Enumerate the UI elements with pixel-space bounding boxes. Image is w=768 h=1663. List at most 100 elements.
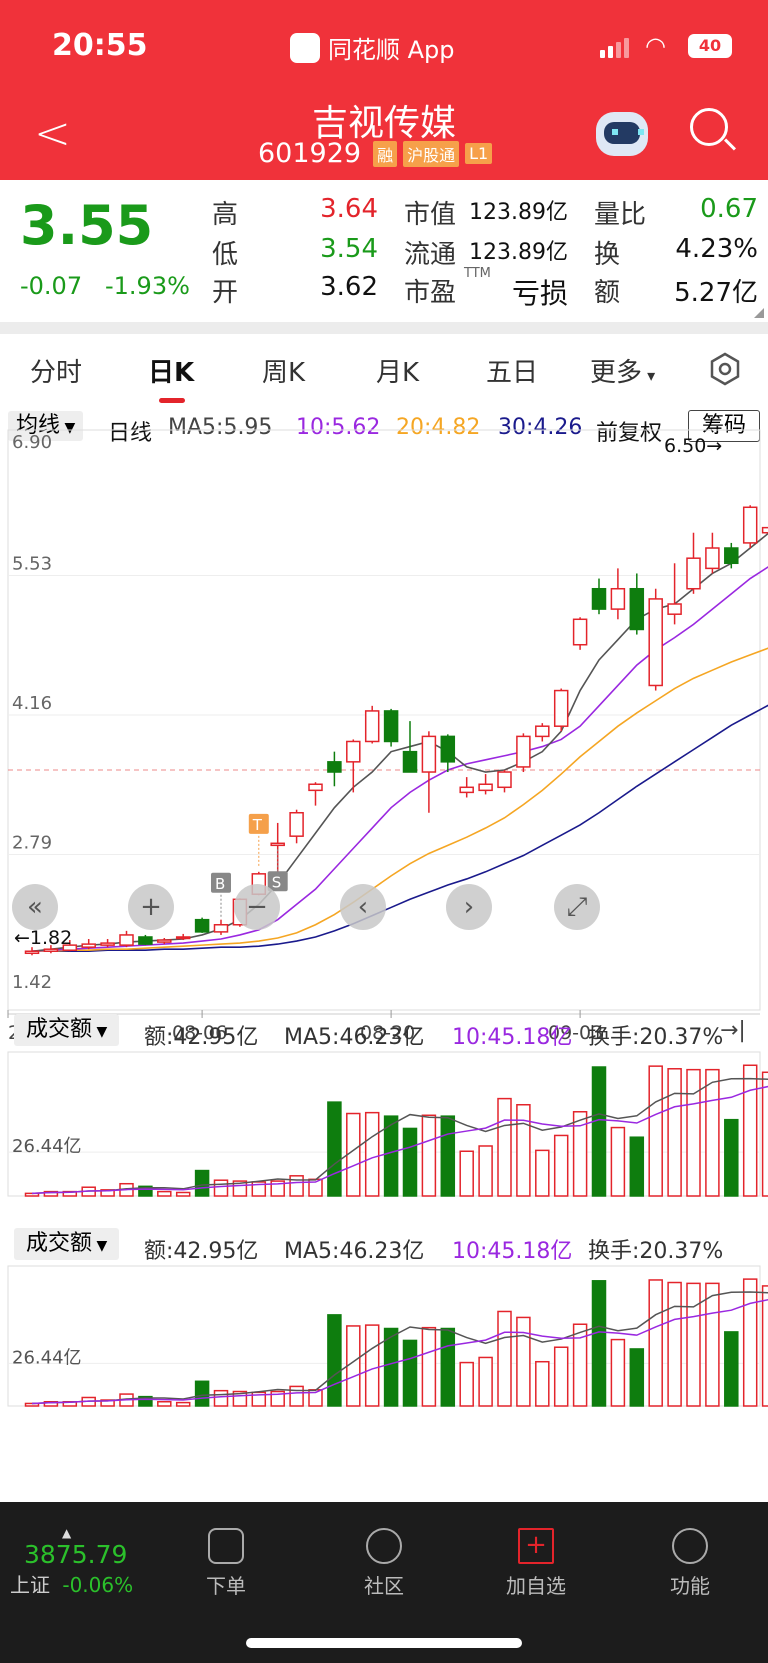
zoom-out-icon[interactable]: − (234, 884, 280, 930)
volume-bar (591, 1280, 607, 1407)
candle-body (478, 783, 493, 792)
adjust-mode[interactable]: 前复权 (596, 421, 663, 446)
change-value: -0.07 (20, 272, 83, 300)
expand-corner-icon[interactable] (754, 308, 764, 318)
candle-body (270, 842, 285, 847)
current-price: 3.55 (20, 194, 154, 257)
volume-bar (535, 1149, 550, 1197)
nav-add-watchlist[interactable]: + 加自选 (486, 1528, 586, 1599)
volume-bar (667, 1281, 682, 1407)
volume-bar (327, 1314, 342, 1407)
volume-selector-label: 成交额 (26, 1017, 93, 1042)
tab-weekly-k[interactable]: 周K (262, 358, 306, 388)
volume-bar (459, 1361, 474, 1407)
volume-bar (705, 1068, 720, 1197)
volume-bar (383, 1327, 399, 1407)
volume-bar (516, 1103, 531, 1197)
volume-bar (100, 1399, 115, 1407)
volume-bar (194, 1169, 210, 1197)
candle-body (24, 950, 40, 955)
trade-marker (248, 813, 269, 834)
volume-bar (724, 1331, 739, 1407)
price-axis-label: 4.16 (12, 693, 52, 714)
quote-field-label: 开 (212, 278, 239, 308)
volume-bar (270, 1180, 285, 1197)
quote-field-value: 亏损 (511, 277, 568, 310)
cellular-signal-icon (600, 38, 629, 58)
nav-order[interactable]: 下单 (176, 1528, 276, 1599)
nav-functions-label: 功能 (670, 1574, 710, 1598)
fullscreen-icon[interactable]: ⤢ (554, 884, 600, 930)
volume-bar (289, 1385, 304, 1407)
zoom-in-icon[interactable]: + (128, 884, 174, 930)
quote-field-value: 123.89亿 (469, 240, 568, 265)
app-switcher[interactable]: 同花顺 App (290, 30, 455, 65)
assistant-robot-icon[interactable] (596, 112, 648, 156)
move-right-icon[interactable]: › (446, 884, 492, 930)
volume-bar (497, 1097, 512, 1197)
volume-ma10: 10:45.18亿 (452, 1025, 573, 1050)
volume-indicator-selector[interactable]: 成交额 ▼ (14, 1014, 120, 1046)
connect-tag[interactable]: 沪股通 (403, 140, 460, 167)
tab-daily-k[interactable]: 日K (148, 358, 195, 388)
period-label: 日线 (108, 421, 153, 446)
volume-ma5: MA5:46.23亿 (284, 1025, 425, 1050)
volume-bar (175, 1401, 191, 1407)
candle-body (327, 761, 342, 773)
tab-timeshare[interactable]: 分时 (30, 358, 83, 388)
date-label-4: 09-03 (548, 1022, 604, 1044)
tab-monthly-k[interactable]: 月K (376, 358, 420, 388)
candle-body (194, 918, 210, 933)
volume-bar (629, 1348, 645, 1407)
change-percent: -1.93% (105, 272, 190, 300)
trade-marker (211, 872, 231, 893)
tab-more[interactable]: 更多 ▾ (590, 352, 655, 389)
volume-bar (572, 1111, 588, 1197)
index-ticker[interactable]: ▲ 3875.79 上证 -0.06% (10, 1526, 133, 1598)
quote-field-value: 0.67 (700, 194, 758, 224)
volume-axis-label: 26.44亿 (12, 1136, 82, 1157)
candle-body (459, 786, 474, 794)
chart-area: 均线 ▼ 日线 MA5:5.95 10:5.62 20:4.82 30:4.26… (0, 406, 768, 1502)
stock-code-row: 601929 融 沪股通 L1 (258, 138, 493, 169)
volume-bar (157, 1400, 172, 1407)
quote-field-value: 4.23% (675, 234, 758, 264)
volume-bar (724, 1118, 739, 1197)
nav-order-label: 下单 (206, 1574, 246, 1598)
jump-latest-icon[interactable]: →| (720, 1018, 746, 1043)
candlestick-chart[interactable]: 6.90 5.53 4.16 2.79 1.42 6.50→ ←1.82 T B S 26.44亿 2… (0, 406, 768, 1502)
volume-bar (327, 1101, 342, 1197)
margin-tag[interactable]: 融 (373, 140, 398, 167)
ttm-superscript: TTM (464, 266, 491, 281)
candle-body (157, 939, 172, 943)
turnover-rate: 换手:20.37% (588, 1025, 724, 1050)
nav-functions[interactable]: 功能 (640, 1528, 740, 1599)
tab-five-day[interactable]: 五日 (486, 358, 539, 388)
volume-bar (478, 1145, 493, 1197)
indicator-selector[interactable]: 均线 ▼ (8, 411, 84, 441)
quote-field-label: 换 (594, 240, 621, 270)
volume-bar (742, 1064, 758, 1197)
settings-hexagon-icon[interactable] (708, 352, 742, 386)
volume-indicator-selector[interactable]: 成交额 ▼ (14, 1228, 120, 1260)
volume-bar (742, 1278, 758, 1407)
move-left-icon[interactable]: ‹ (340, 884, 386, 930)
volume-bar (686, 1068, 701, 1197)
volume-bar (421, 1114, 437, 1197)
active-tab-indicator (159, 398, 185, 403)
caret-down-icon: ▼ (92, 1024, 108, 1040)
candle-body (100, 942, 115, 946)
level-tag[interactable]: L1 (465, 143, 493, 164)
chip-distribution-button[interactable]: 筹码 (688, 410, 760, 442)
candle-body (724, 547, 739, 565)
quote-panel: 3.55 -0.07 -1.93% 高 3.64 低 3.54 开 3.62 市值 123.8… (0, 180, 768, 322)
volume-bar (289, 1175, 304, 1197)
candle-body (213, 924, 229, 933)
home-indicator (246, 1638, 522, 1648)
search-icon[interactable] (690, 108, 728, 146)
price-axis-label: 2.79 (12, 833, 52, 854)
nav-community[interactable]: 社区 (334, 1528, 434, 1599)
volume-bar (761, 1285, 768, 1407)
back-icon[interactable]: < (34, 108, 71, 159)
fast-back-icon[interactable]: « (12, 884, 58, 930)
